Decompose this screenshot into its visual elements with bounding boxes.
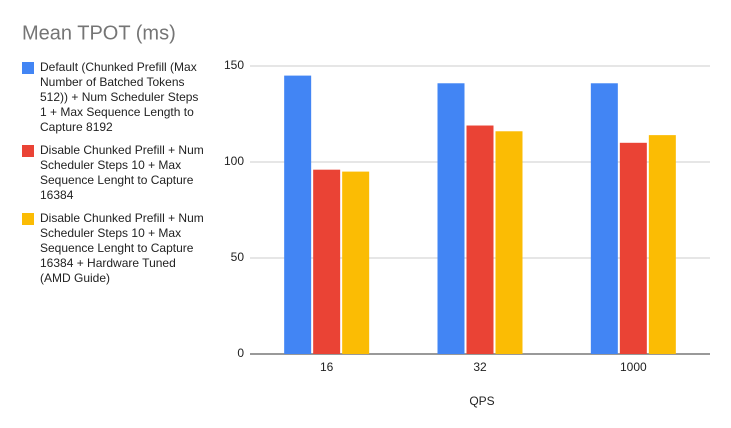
- y-tick-label: 100: [224, 154, 244, 168]
- bar: [619, 142, 647, 354]
- bar: [648, 135, 676, 354]
- legend: Default (Chunked Prefill (Max Number of …: [22, 60, 207, 294]
- bar: [284, 75, 312, 354]
- bar: [342, 171, 370, 354]
- bar: [590, 83, 618, 354]
- legend-entry: Disable Chunked Prefill + Num Scheduler …: [22, 211, 207, 286]
- y-tick-label: 150: [224, 58, 244, 72]
- bar: [466, 125, 494, 355]
- legend-entry: Disable Chunked Prefill + Num Scheduler …: [22, 143, 207, 203]
- x-tick-label: 1000: [620, 360, 647, 374]
- bar: [495, 131, 523, 354]
- bar: [313, 169, 341, 354]
- legend-label: Default (Chunked Prefill (Max Number of …: [40, 60, 199, 134]
- y-tick-label: 0: [237, 346, 244, 360]
- legend-label: Disable Chunked Prefill + Num Scheduler …: [40, 211, 204, 285]
- y-tick-label: 50: [231, 250, 245, 264]
- x-axis-label: QPS: [469, 394, 494, 408]
- legend-label: Disable Chunked Prefill + Num Scheduler …: [40, 143, 204, 202]
- x-tick-label: 16: [320, 360, 334, 374]
- legend-swatch: [22, 145, 34, 157]
- bar: [437, 83, 465, 354]
- chart-title: Mean TPOT (ms): [22, 22, 176, 44]
- legend-swatch: [22, 62, 34, 74]
- legend-swatch: [22, 213, 34, 225]
- legend-entry: Default (Chunked Prefill (Max Number of …: [22, 60, 207, 135]
- x-tick-label: 32: [473, 360, 487, 374]
